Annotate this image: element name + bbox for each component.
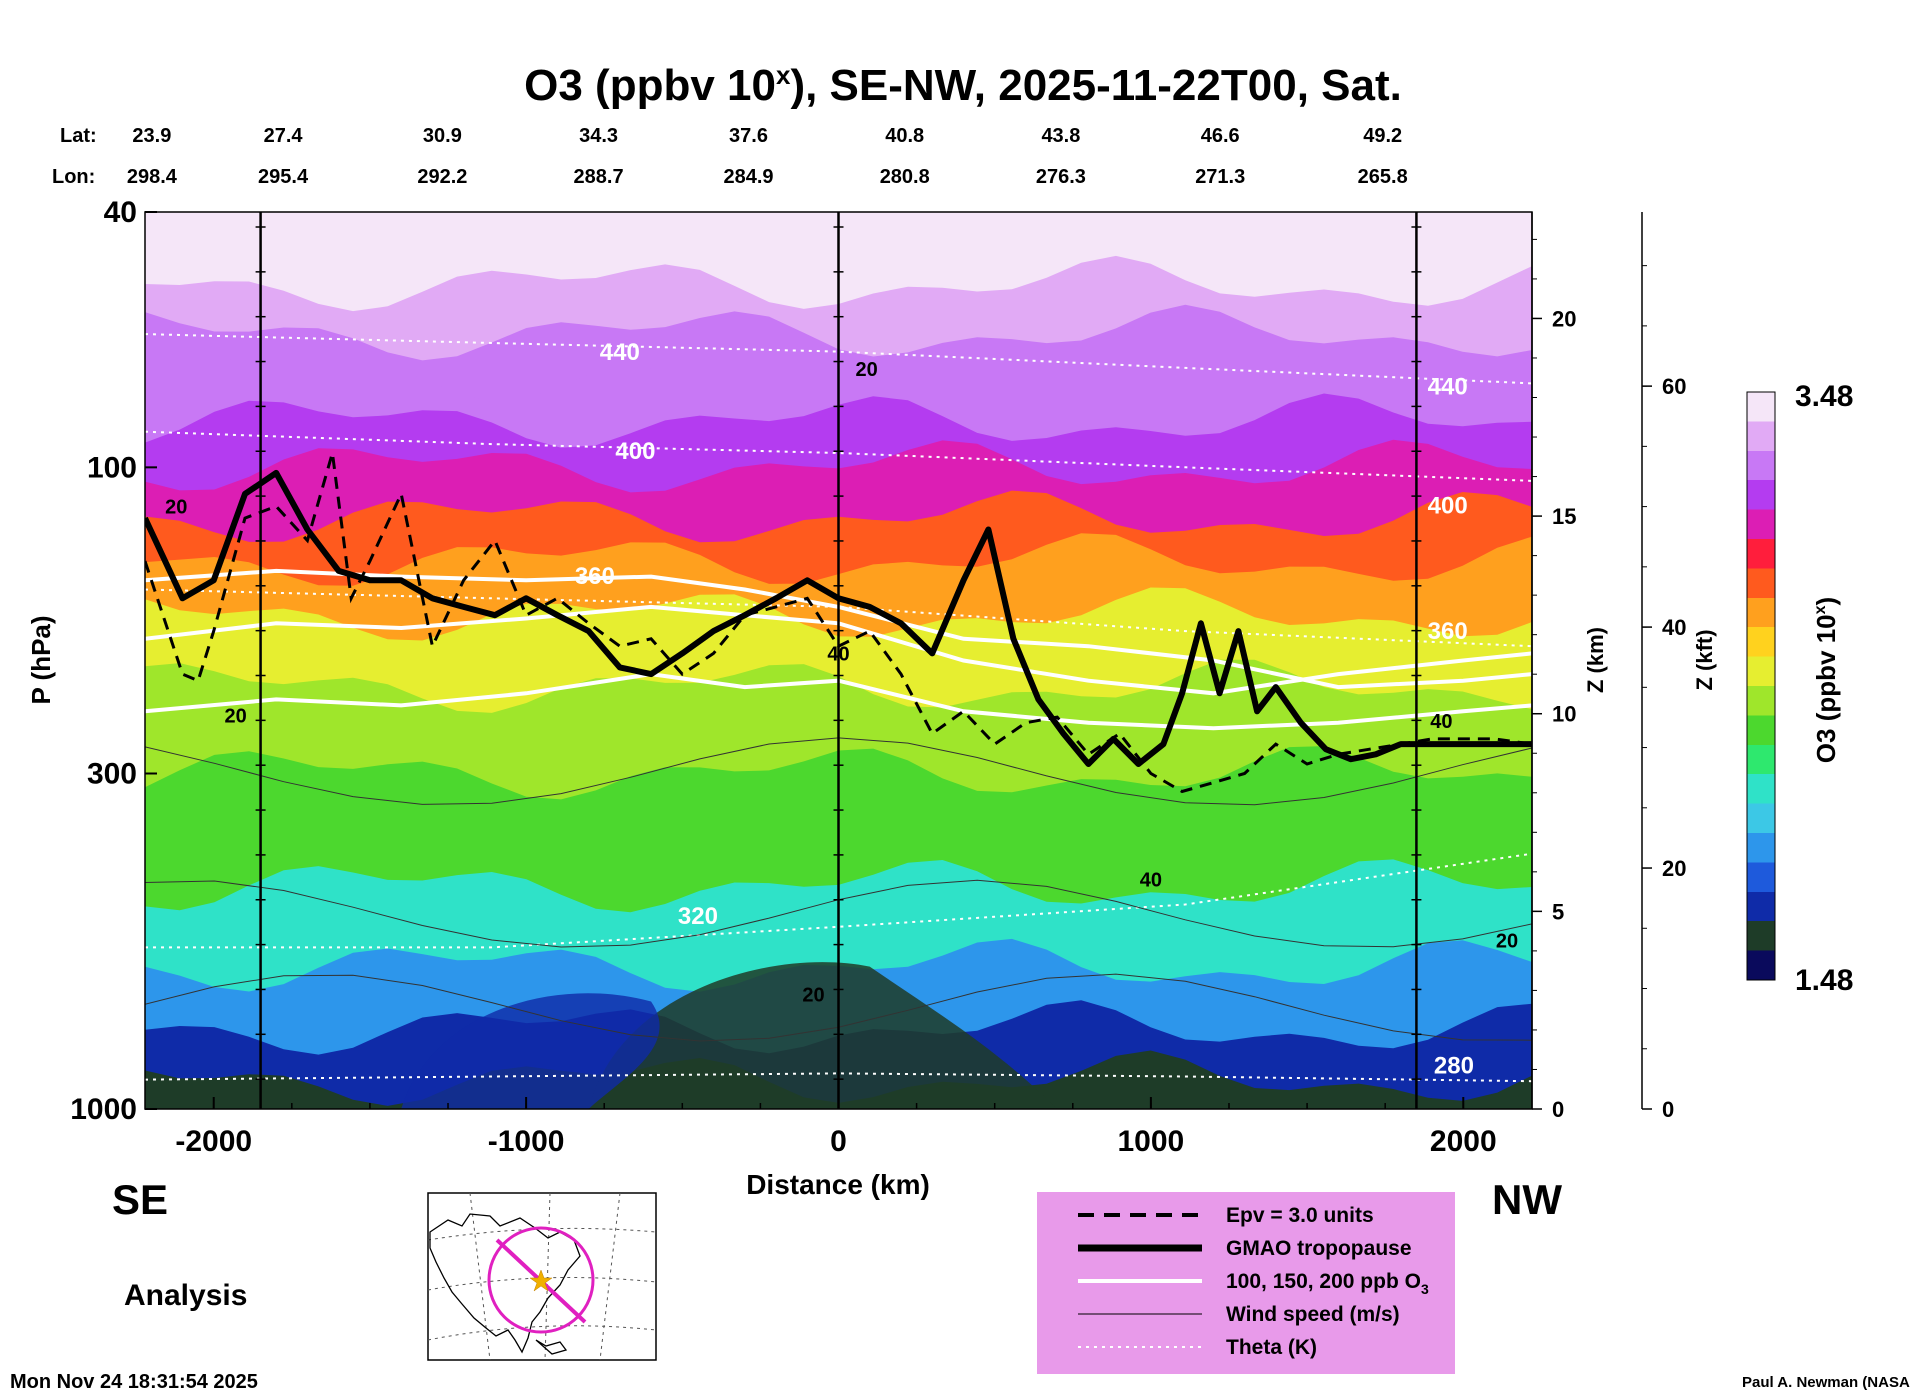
ozone-field <box>145 212 1532 1109</box>
legend: Epv = 3.0 units GMAO tropopause 100, 150, … <box>1037 1192 1455 1374</box>
y-tick-label: 100 <box>87 451 137 484</box>
x-axis-label: Distance (km) <box>746 1169 930 1200</box>
lat-value: 43.8 <box>1041 125 1080 147</box>
legend-label: GMAO tropopause <box>1226 1237 1412 1260</box>
x-tick-label: 2000 <box>1430 1125 1497 1158</box>
legend-label: Theta (K) <box>1226 1336 1317 1359</box>
tropopause-line <box>145 469 1532 767</box>
wind-speed-label: 20 <box>855 359 877 381</box>
wind-speed-label: 20 <box>165 496 187 518</box>
z-kft-axis-label: Z (kft) <box>1692 629 1717 690</box>
colorbar-min-label: 1.48 <box>1795 964 1853 997</box>
wind-speed-label: 40 <box>1430 711 1452 733</box>
lon-value: 295.4 <box>258 166 309 188</box>
z-kft-tick-label: 40 <box>1662 615 1686 640</box>
lat-value: 46.6 <box>1201 125 1240 147</box>
lat-value: 34.3 <box>579 125 618 147</box>
lat-value: 49.2 <box>1363 125 1402 147</box>
lon-value: 276.3 <box>1036 166 1086 188</box>
tropopause-path <box>145 469 1532 767</box>
lat-value: 37.6 <box>729 125 768 147</box>
lat-value: 40.8 <box>885 125 924 147</box>
contour-labels: 280 320 360 400 440 440 400 360 20 20 20 40 40 40 20 20 <box>165 339 1518 1080</box>
low-ozone-pocket <box>588 962 1058 1109</box>
theta-label: 280 <box>1434 1052 1474 1079</box>
theta-label: 440 <box>600 339 640 366</box>
epv-contour <box>145 452 1532 794</box>
z-km-tick-label: 10 <box>1552 702 1576 727</box>
lat-value: 27.4 <box>264 125 304 147</box>
theta-label: 440 <box>1428 374 1468 401</box>
map-range-circle <box>487 1226 595 1334</box>
y-axis-label: P (hPa) <box>26 615 56 704</box>
lat-value: 30.9 <box>423 125 462 147</box>
locator-map-inset <box>427 1192 657 1361</box>
legend-label: Wind speed (m/s) <box>1226 1303 1400 1326</box>
lon-value: 265.8 <box>1358 166 1408 188</box>
z-km-tick-label: 0 <box>1552 1097 1564 1122</box>
z-km-tick-label: 20 <box>1552 306 1576 331</box>
x-tick-label: 1000 <box>1118 1125 1185 1158</box>
y-tick-label: 300 <box>87 757 137 790</box>
lon-value: 298.4 <box>127 166 178 188</box>
analysis-label: Analysis <box>124 1279 247 1312</box>
ozone-band <box>145 212 1532 238</box>
epv-line <box>145 452 1532 794</box>
theta-label: 400 <box>615 438 655 465</box>
z-km-tick-label: 5 <box>1552 899 1564 924</box>
x-tick-label: 0 <box>830 1125 847 1158</box>
footer-timestamp: Mon Nov 24 18:31:54 2025 <box>10 1371 258 1393</box>
lon-value: 288.7 <box>574 166 624 188</box>
lon-value: 292.2 <box>417 166 467 188</box>
wind-speed-label: 20 <box>1496 930 1518 952</box>
lat-label: Lat: <box>60 125 97 147</box>
footer-credit: Paul A. Newman (NASA <box>1742 1374 1910 1391</box>
z-kft-axis: 0 20 40 60 <box>1641 212 1686 1122</box>
chart-title: O3 (ppbv 10x), SE-NW, 2025-11-22T00, Sat… <box>524 60 1402 110</box>
theta-label: 360 <box>575 563 615 590</box>
x-tick-label: -1000 <box>488 1125 565 1158</box>
x-axis: -2000 -1000 0 1000 2000 <box>175 1097 1497 1158</box>
wind-speed-label: 20 <box>224 706 246 728</box>
z-kft-tick-label: 60 <box>1662 374 1686 399</box>
plot-area: 280 320 360 400 440 440 400 360 20 20 20 40 40 40 20 20 <box>145 212 1532 1109</box>
wind-speed-label: 40 <box>1140 869 1162 891</box>
theta-label: 360 <box>1428 618 1468 645</box>
se-direction-label: SE <box>112 1176 168 1223</box>
wind-speed-label: 40 <box>827 644 849 666</box>
lon-value: 284.9 <box>723 166 773 188</box>
z-kft-tick-label: 0 <box>1662 1097 1674 1122</box>
theta-label: 320 <box>678 903 718 930</box>
y-tick-label: 1000 <box>70 1093 137 1126</box>
nw-direction-label: NW <box>1492 1176 1562 1223</box>
theta-label: 400 <box>1428 492 1468 519</box>
colorbar-label: O3 (ppbv 10x) <box>1811 597 1841 763</box>
wind-speed-label: 20 <box>802 985 824 1007</box>
low-ozone-region <box>401 993 660 1109</box>
z-kft-tick-label: 20 <box>1662 856 1686 881</box>
x-tick-label: -2000 <box>175 1125 252 1158</box>
y-tick-label: 40 <box>104 196 137 229</box>
lat-value: 23.9 <box>132 125 171 147</box>
z-km-axis-label: Z (km) <box>1583 627 1608 693</box>
lat-lon-header: 23.9 27.4 30.9 34.3 37.6 40.8 43.8 46.6 49.2 298.… <box>127 125 1408 188</box>
north-america-coastline <box>429 1213 581 1355</box>
z-km-axis: 0 5 10 15 20 <box>1531 212 1576 1122</box>
section-marker-lines <box>255 212 1422 1109</box>
colorbar <box>1746 391 1776 981</box>
lon-value: 271.3 <box>1195 166 1245 188</box>
lon-value: 280.8 <box>880 166 930 188</box>
z-km-tick-label: 15 <box>1552 504 1576 529</box>
colorbar-max-label: 3.48 <box>1795 380 1853 413</box>
lon-label: Lon: <box>52 166 95 188</box>
legend-label: Epv = 3.0 units <box>1226 1204 1374 1227</box>
map-center-star-icon <box>529 1269 553 1292</box>
legend-label: 100, 150, 200 ppb O3 <box>1226 1270 1429 1297</box>
y-axis: 40 100 300 1000 <box>70 196 157 1126</box>
